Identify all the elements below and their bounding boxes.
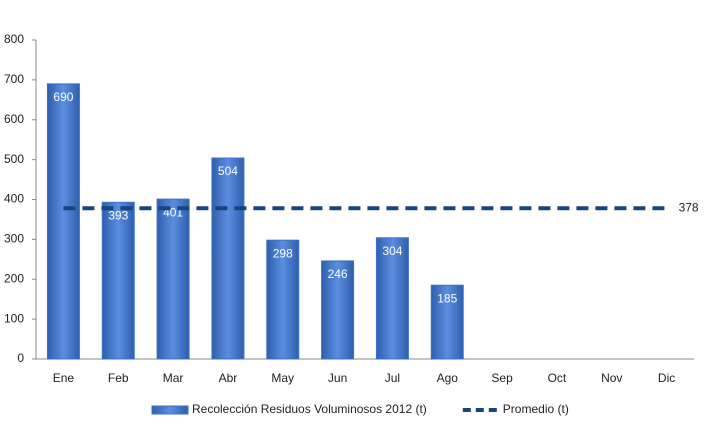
x-tick-label: Oct [548,371,567,385]
data-label: 393 [108,208,128,222]
y-tick-label: 400 [4,192,24,206]
y-tick-label: 200 [4,271,24,285]
bar [430,284,464,360]
bar [46,83,80,360]
x-tick-label: May [271,371,294,385]
data-label: 690 [53,90,73,104]
bar [375,237,409,360]
data-label: 378 [679,200,699,214]
data-label: 298 [273,246,293,260]
bar [266,239,300,360]
x-tick-label: Ago [437,371,459,385]
x-tick-label: Feb [108,371,129,385]
y-tick-label: 600 [4,112,24,126]
x-tick-label: Nov [601,371,622,385]
y-tick-label: 500 [4,152,24,166]
x-tick-label: Dic [658,371,675,385]
y-tick-label: 300 [4,232,24,246]
data-label: 246 [328,267,348,281]
bar [211,157,245,360]
x-tick-label: Jul [385,371,400,385]
legend-label: Recolección Residuos Voluminosos 2012 (t… [192,402,427,416]
bar [321,260,355,360]
data-label: 185 [437,291,457,305]
y-tick-label: 800 [4,32,24,46]
bar [101,201,135,360]
bar [156,198,190,360]
y-tick-label: 700 [4,72,24,86]
x-tick-label: Abr [219,371,238,385]
x-tick-label: Sep [491,371,513,385]
x-tick-label: Ene [53,371,75,385]
y-tick-label: 100 [4,311,24,325]
data-label: 304 [382,244,402,258]
legend-label: Promedio (t) [503,402,569,416]
y-tick-label: 0 [17,351,24,365]
legend-swatch [151,405,189,415]
data-label: 504 [218,164,238,178]
x-tick-label: Mar [163,371,184,385]
x-tick-label: Jun [328,371,347,385]
